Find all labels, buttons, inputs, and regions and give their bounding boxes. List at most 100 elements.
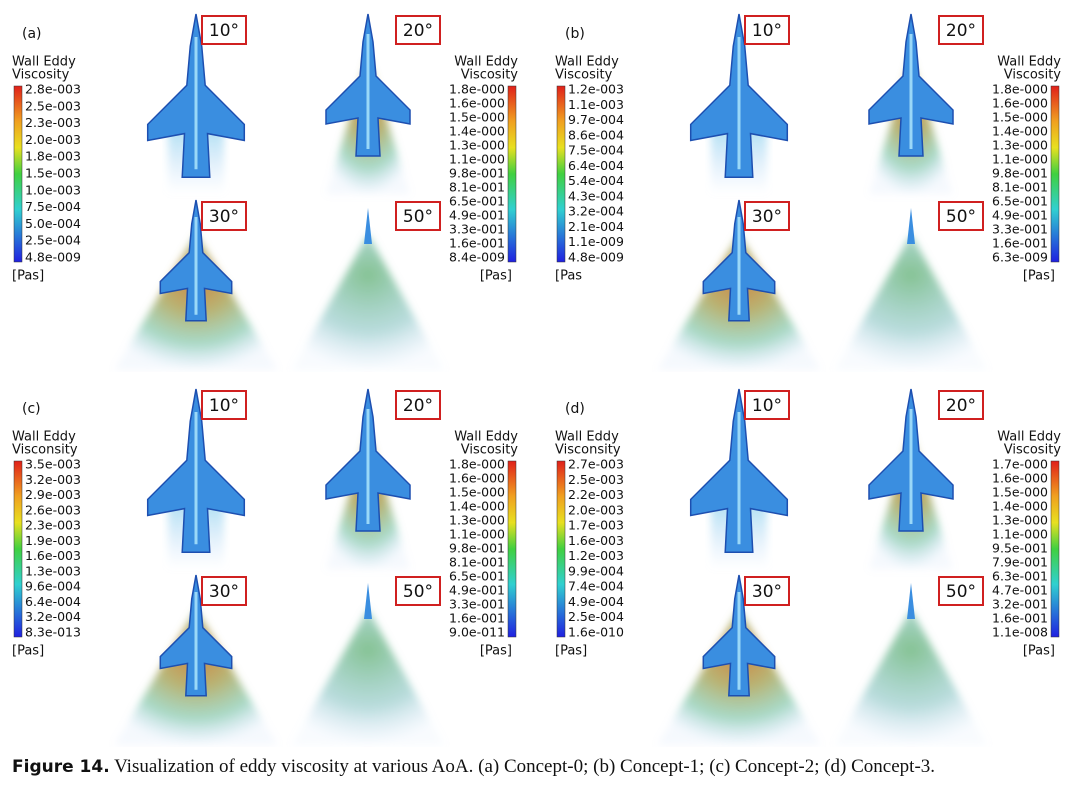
colorbar-label: 3.3e-001	[992, 222, 1048, 237]
colorbar	[556, 85, 566, 263]
colorbar-label: 6.5e-001	[449, 569, 505, 584]
colorbar-label: 1.7e-003	[568, 518, 624, 533]
colorbar-label: 1.4e-000	[992, 124, 1048, 139]
angle-label: 30°	[752, 582, 782, 602]
colorbar-label: 5.0e-004	[25, 216, 81, 231]
angle-label: 10°	[209, 21, 239, 41]
colorbar-label: 2.3e-003	[25, 115, 81, 130]
panel-label: (d)	[565, 401, 585, 417]
panel: 10° 20°30° 50°(b)Wall EddyViscosity1.2e-00…	[555, 13, 1062, 370]
colorbar-label: 1.3e-000	[449, 513, 505, 528]
angle-box	[395, 201, 441, 231]
colorbar-label: 6.4e-004	[25, 594, 81, 609]
legend-title: Visconsity	[12, 443, 78, 458]
colorbar-label: 1.3e-003	[25, 563, 81, 578]
legend-title: Viscosity	[12, 68, 70, 83]
simulation-image: 10°	[689, 13, 790, 194]
colorbar-label: 1.8e-003	[25, 149, 81, 164]
legend-title: Wall Eddy	[454, 430, 518, 445]
legend-title: Viscosity	[1004, 68, 1062, 83]
simulation-image: 10°	[146, 388, 247, 569]
colorbar-label: 1.6e-003	[25, 548, 81, 563]
colorbar-label: 8.6e-004	[568, 127, 624, 142]
simulation-image: 30°	[114, 574, 278, 745]
colorbar-label: 8.3e-013	[25, 625, 81, 640]
angle-box	[938, 390, 984, 420]
colorbar	[1050, 460, 1060, 638]
simulation-image: 50°	[835, 201, 987, 370]
colorbar-label: 3.5e-003	[25, 457, 81, 472]
angle-label: 50°	[946, 582, 976, 602]
colorbar	[13, 85, 23, 263]
simulation-image: 50°	[292, 576, 444, 745]
colorbar	[507, 85, 517, 263]
colorbar-label: 1.4e-000	[992, 499, 1048, 514]
legend-title: Viscosity	[1004, 443, 1062, 458]
legend-unit: [Pas]	[12, 644, 44, 659]
colorbar-label: 1.1e-000	[449, 152, 505, 167]
colorbar-label: 1.5e-000	[992, 485, 1048, 500]
colorbar-label: 1.2e-003	[568, 82, 624, 97]
colorbar-label: 7.9e-001	[992, 555, 1048, 570]
plume	[292, 609, 444, 745]
legend-unit: [Pas]	[12, 269, 44, 284]
colorbar-label: 2.0e-003	[25, 132, 81, 147]
colorbar-label: 4.7e-001	[992, 583, 1048, 598]
colorbar-label: 2.7e-003	[568, 457, 624, 472]
colorbar-label: 2.3e-003	[25, 518, 81, 533]
colorbar-label: 3.2e-004	[568, 204, 624, 219]
angle-box	[201, 15, 247, 45]
colorbar-label: 4.9e-004	[568, 594, 624, 609]
legend-unit: [Pas]	[1023, 269, 1055, 284]
angle-label: 20°	[403, 21, 433, 41]
panel-label: (b)	[565, 26, 585, 42]
colorbar-label: 4.8e-009	[568, 250, 624, 265]
colorbar-label: 1.1e-000	[992, 152, 1048, 167]
panel: 10° 20°30° 50°(a)Wall EddyViscosity2.8e-00…	[12, 13, 518, 370]
colorbar-label: 1.5e-000	[449, 485, 505, 500]
panel: 10° 20°30° 50°(c)Wall EddyVisconsity3.5e-0…	[12, 388, 518, 745]
legend-title: Wall Eddy	[555, 55, 619, 70]
simulation-image: 20°	[325, 13, 441, 194]
angle-box	[744, 576, 790, 606]
colorbar-label: 1.4e-000	[449, 499, 505, 514]
legend-title: Wall Eddy	[454, 55, 518, 70]
legend-title: Wall Eddy	[12, 55, 76, 70]
colorbar-label: 3.3e-001	[449, 222, 505, 237]
colorbar-label: 2.5e-004	[25, 233, 81, 248]
colorbar-label: 1.5e-003	[25, 166, 81, 181]
simulation-image: 50°	[835, 576, 987, 745]
angle-label: 10°	[752, 396, 782, 416]
colorbar-label: 1.6e-000	[992, 96, 1048, 111]
simulation-image: 20°	[868, 388, 984, 569]
colorbar-label: 1.8e-000	[449, 457, 505, 472]
colorbar-label: 7.4e-004	[568, 579, 624, 594]
simulation-image: 10°	[146, 13, 247, 194]
colorbar-label: 1.3e-000	[449, 138, 505, 153]
angle-label: 20°	[946, 396, 976, 416]
colorbar	[1050, 85, 1060, 263]
colorbar-label: 1.0e-003	[25, 182, 81, 197]
colorbar-label: 1.2e-003	[568, 548, 624, 563]
plume	[835, 234, 987, 370]
angle-label: 20°	[946, 21, 976, 41]
colorbar-label: 1.1e-000	[992, 527, 1048, 542]
colorbar-label: 6.3e-009	[992, 250, 1048, 265]
caption-text: Visualization of eddy viscosity at vario…	[114, 756, 936, 777]
legend-title: Wall Eddy	[997, 55, 1061, 70]
colorbar-label: 1.6e-001	[992, 611, 1048, 626]
colorbar	[556, 460, 566, 638]
legend-title: Visconsity	[555, 443, 621, 458]
colorbar-label: 9.8e-001	[449, 166, 505, 181]
angle-label: 30°	[752, 207, 782, 227]
panel: 10° 20° 30° 50° (d) Wall Eddy Visconsity2.7e-0…	[555, 388, 1062, 745]
angle-box	[201, 576, 247, 606]
colorbar-label: 9.5e-001	[992, 541, 1048, 556]
simulation-image: 20°	[868, 13, 984, 194]
simulation-image: 30°	[657, 199, 821, 370]
colorbar-label: 1.6e-000	[449, 471, 505, 486]
colorbar-label: 4.9e-001	[992, 208, 1048, 223]
legend-title: Wall Eddy	[997, 430, 1061, 445]
colorbar-label: 6.3e-001	[992, 569, 1048, 584]
